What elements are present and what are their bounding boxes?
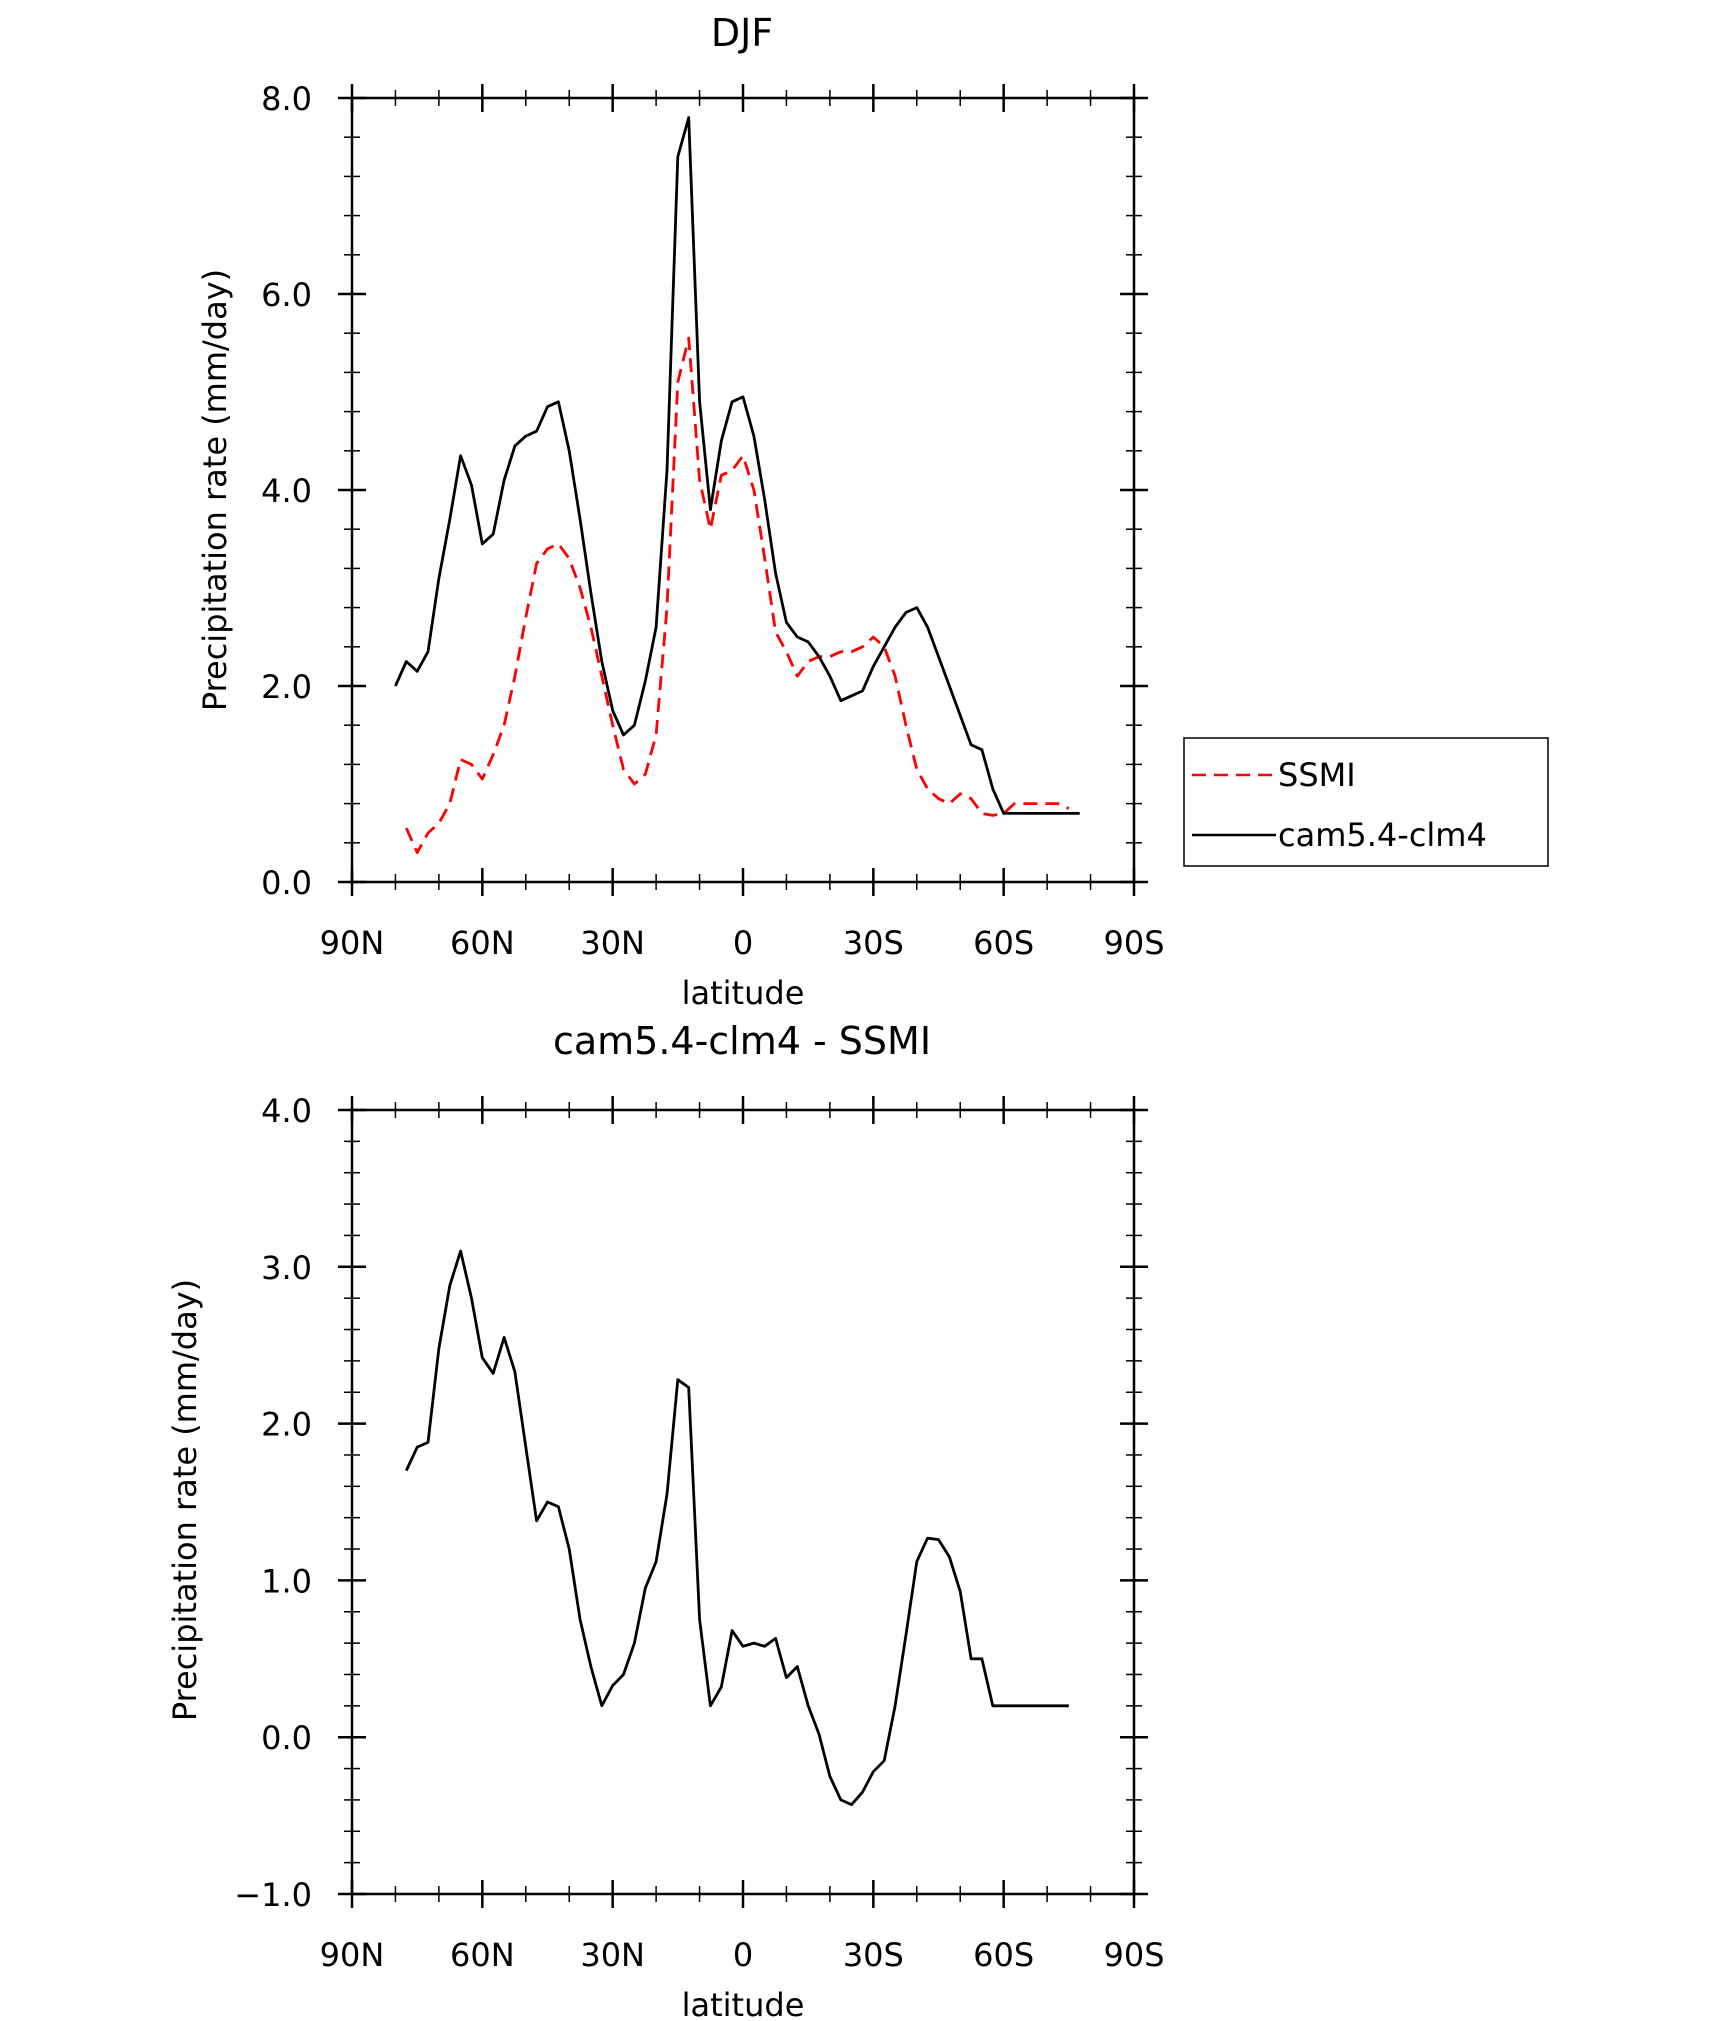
panel1-xtick-label: 60N xyxy=(450,924,515,962)
panel1-xlabel: latitude xyxy=(682,974,805,1012)
panel2-xtick-label: 90N xyxy=(320,1936,385,1974)
panel2-xtick-label: 90S xyxy=(1103,1936,1164,1974)
panel1-xtick-label: 90N xyxy=(320,924,385,962)
panel2-xtick-label: 30N xyxy=(580,1936,645,1974)
panel2-ticks: −1.0 0.0 1.0 2.0 3.0 4.0 90N 60N 30N 0 30S 60S 90S xyxy=(234,1092,1164,1974)
panel2-ytick-label: 0.0 xyxy=(261,1719,312,1757)
panel-diff: cam5.4-clm4 - SSMI −1.0 0.0 1.0 2.0 3.0 4.0 90… xyxy=(166,1019,1165,2021)
panel1-xtick-label: 60S xyxy=(973,924,1034,962)
panel2-ytick-label: 1.0 xyxy=(261,1562,312,1600)
panel2-lines xyxy=(405,1249,1069,1806)
panel1-ytick-label: 0.0 xyxy=(261,864,312,902)
panel2-xlabel: latitude xyxy=(682,1986,805,2021)
panel2-title: cam5.4-clm4 - SSMI xyxy=(553,1019,931,1063)
panel2-ytick-label: 2.0 xyxy=(261,1406,312,1444)
panel1-xtick-label: 0 xyxy=(733,924,753,962)
panel-djf: DJF 0.0 2.0 4.0 6.0 8.0 90N 60N 30N 0 30S 60S 90S l… xyxy=(196,11,1549,1012)
panel1-ytick-label: 8.0 xyxy=(261,80,312,118)
panel1-ytick-label: 6.0 xyxy=(261,276,312,314)
legend: SSMI cam5.4-clm4 xyxy=(1183,737,1549,867)
panel1-title: DJF xyxy=(711,11,773,55)
panel2-ytick-label: 4.0 xyxy=(261,1092,312,1130)
legend-cam-label: cam5.4-clm4 xyxy=(1278,816,1487,854)
panel2-ytick-label: −1.0 xyxy=(234,1876,312,1914)
panel1-xtick-label: 30S xyxy=(843,924,904,962)
legend-ssmi-label: SSMI xyxy=(1278,756,1356,794)
panel1-xtick-label: 30N xyxy=(580,924,645,962)
panel1-series-ssmi-line xyxy=(405,336,1070,854)
panel1-ytick-label: 4.0 xyxy=(261,472,312,510)
panel2-xtick-label: 60S xyxy=(973,1936,1034,1974)
panel2-xtick-label: 60N xyxy=(450,1936,515,1974)
panel1-ylabel: Precipitation rate (mm/day) xyxy=(196,269,234,711)
panel1-series-cam5-4-clm4-line xyxy=(394,116,1080,815)
panel2-ylabel: Precipitation rate (mm/day) xyxy=(166,1279,204,1721)
panel2-xtick-label: 0 xyxy=(733,1936,753,1974)
panel2-series-line-line xyxy=(405,1249,1069,1806)
panel1-xtick-label: 90S xyxy=(1103,924,1164,962)
panel2-ytick-label: 3.0 xyxy=(261,1249,312,1287)
panel2-plot-frame xyxy=(350,1108,1136,1896)
panel1-ytick-label: 2.0 xyxy=(261,668,312,706)
legend-box xyxy=(1183,737,1549,867)
panel1-lines xyxy=(394,116,1080,854)
panel2-xtick-label: 30S xyxy=(843,1936,904,1974)
panel1-ticks: 0.0 2.0 4.0 6.0 8.0 90N 60N 30N 0 30S 60S 90S xyxy=(261,80,1164,962)
